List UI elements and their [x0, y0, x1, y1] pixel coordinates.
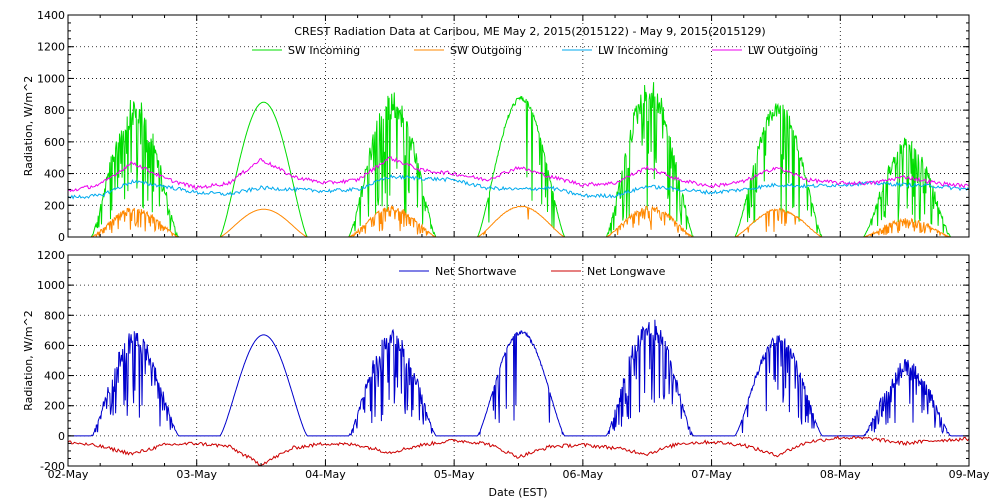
legend-label: SW Incoming	[288, 44, 360, 57]
y-tick-label: 800	[44, 309, 65, 322]
x-tick-label: 08-May	[820, 468, 861, 481]
legend-label: Net Longwave	[587, 265, 666, 278]
panel-1: 0 200 400 600 800 1000 1200 1400 Radiation, W/m^…	[22, 9, 970, 244]
y-tick-label: -200	[40, 460, 65, 473]
y-tick-label: 400	[44, 168, 65, 181]
plot-frame	[67, 254, 970, 467]
y-tick-label: 600	[44, 136, 65, 149]
series-line-lw-incoming	[68, 174, 969, 200]
plot-area	[68, 82, 969, 237]
series-line-sw-outgoing	[90, 205, 952, 237]
x-tick-label: 05-May	[434, 468, 475, 481]
x-tick-label: 07-May	[691, 468, 732, 481]
y-tick-label: 800	[44, 104, 65, 117]
y-tick-label: 0	[58, 430, 65, 443]
x-tick-label: 02-May	[48, 468, 89, 481]
panel-2: -200 0 200 400 600 800 1000 1200 02-May 03-May 04-…	[22, 249, 990, 481]
x-tick-label: 04-May	[305, 468, 346, 481]
series-line-net-shortwave	[68, 319, 969, 437]
legend-label: LW Outgoing	[748, 44, 818, 57]
legend-label: SW Outgoing	[450, 44, 522, 57]
series-line-lw-outgoing	[68, 156, 969, 193]
legend-label: Net Shortwave	[435, 265, 517, 278]
y-tick-label: 1200	[37, 41, 65, 54]
y-tick-label: 200	[44, 400, 65, 413]
chart-title: CREST Radiation Data at Caribou, ME May …	[294, 25, 765, 38]
x-tick-label: 03-May	[176, 468, 217, 481]
plot-area	[68, 319, 969, 466]
y-tick-label: 400	[44, 370, 65, 383]
series-line-net-longwave	[68, 435, 969, 466]
y-axis-label: Radiation, W/m^2	[22, 310, 35, 411]
x-axis-label: Date (EST)	[488, 486, 547, 499]
y-tick-label: 1000	[37, 72, 65, 85]
y-tick-label: 600	[44, 339, 65, 352]
y-tick-label: 0	[58, 231, 65, 244]
legend-label: LW Incoming	[598, 44, 668, 57]
y-axis-label: Radiation, W/m^2	[22, 76, 35, 177]
y-tick-label: 200	[44, 199, 65, 212]
y-tick-label: 1200	[37, 249, 65, 262]
y-tick-label: 1400	[37, 9, 65, 22]
x-tick-label: 06-May	[562, 468, 603, 481]
x-tick-label: 09-May	[949, 468, 990, 481]
series-line-sw-incoming	[90, 82, 952, 237]
y-tick-label: 1000	[37, 279, 65, 292]
